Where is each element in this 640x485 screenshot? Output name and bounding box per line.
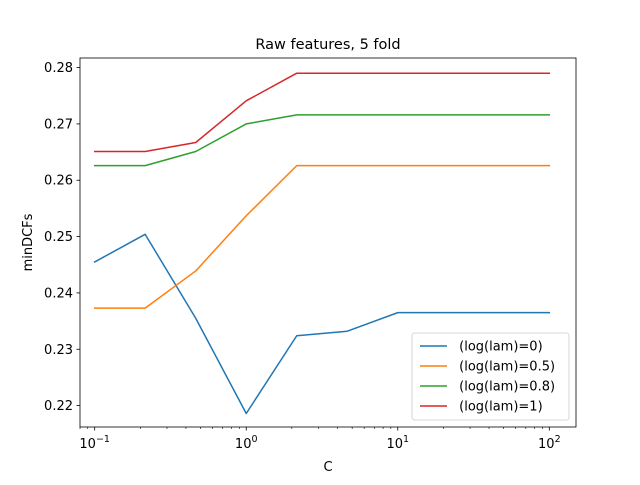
- x-tick-label: 102: [538, 434, 561, 452]
- y-tick-label: 0.22: [44, 399, 73, 414]
- series-line-0: [93, 233, 551, 415]
- legend-box: [411, 332, 570, 421]
- x-axis-label: C: [323, 460, 332, 475]
- y-axis-ticks: 0.22 0.23 0.24 0.25 0.26 0.27 0.28: [44, 61, 80, 414]
- series-line-2: [93, 114, 551, 167]
- x-tick-label: 101: [386, 434, 409, 452]
- series-line-3: [93, 72, 551, 153]
- legend-label-0: (log(lam)=0): [455, 340, 543, 355]
- plot-frame: [79, 57, 577, 428]
- x-axis-ticks: 10−1 100 101 102: [79, 427, 561, 452]
- y-tick-label: 0.26: [44, 174, 73, 189]
- x-tick-label: 10−1: [79, 434, 110, 452]
- legend: (log(lam)=0) (log(lam)=0.5) (log(lam)=0.…: [411, 332, 570, 421]
- series-layer: [93, 72, 551, 415]
- series-line-1: [93, 164, 551, 309]
- y-tick-label: 0.24: [44, 286, 73, 301]
- x-tick-label: 100: [235, 434, 258, 452]
- y-tick-label: 0.28: [44, 61, 73, 76]
- y-tick-label: 0.23: [44, 343, 73, 358]
- y-axis-label: minDCFs: [21, 213, 36, 271]
- y-tick-label: 0.25: [44, 230, 73, 245]
- legend-label-3: (log(lam)=1): [455, 400, 543, 415]
- legend-label-1: (log(lam)=0.5): [455, 360, 555, 375]
- chart-title: Raw features, 5 fold: [255, 37, 400, 53]
- y-tick-label: 0.27: [44, 117, 73, 132]
- legend-label-2: (log(lam)=0.8): [455, 380, 555, 395]
